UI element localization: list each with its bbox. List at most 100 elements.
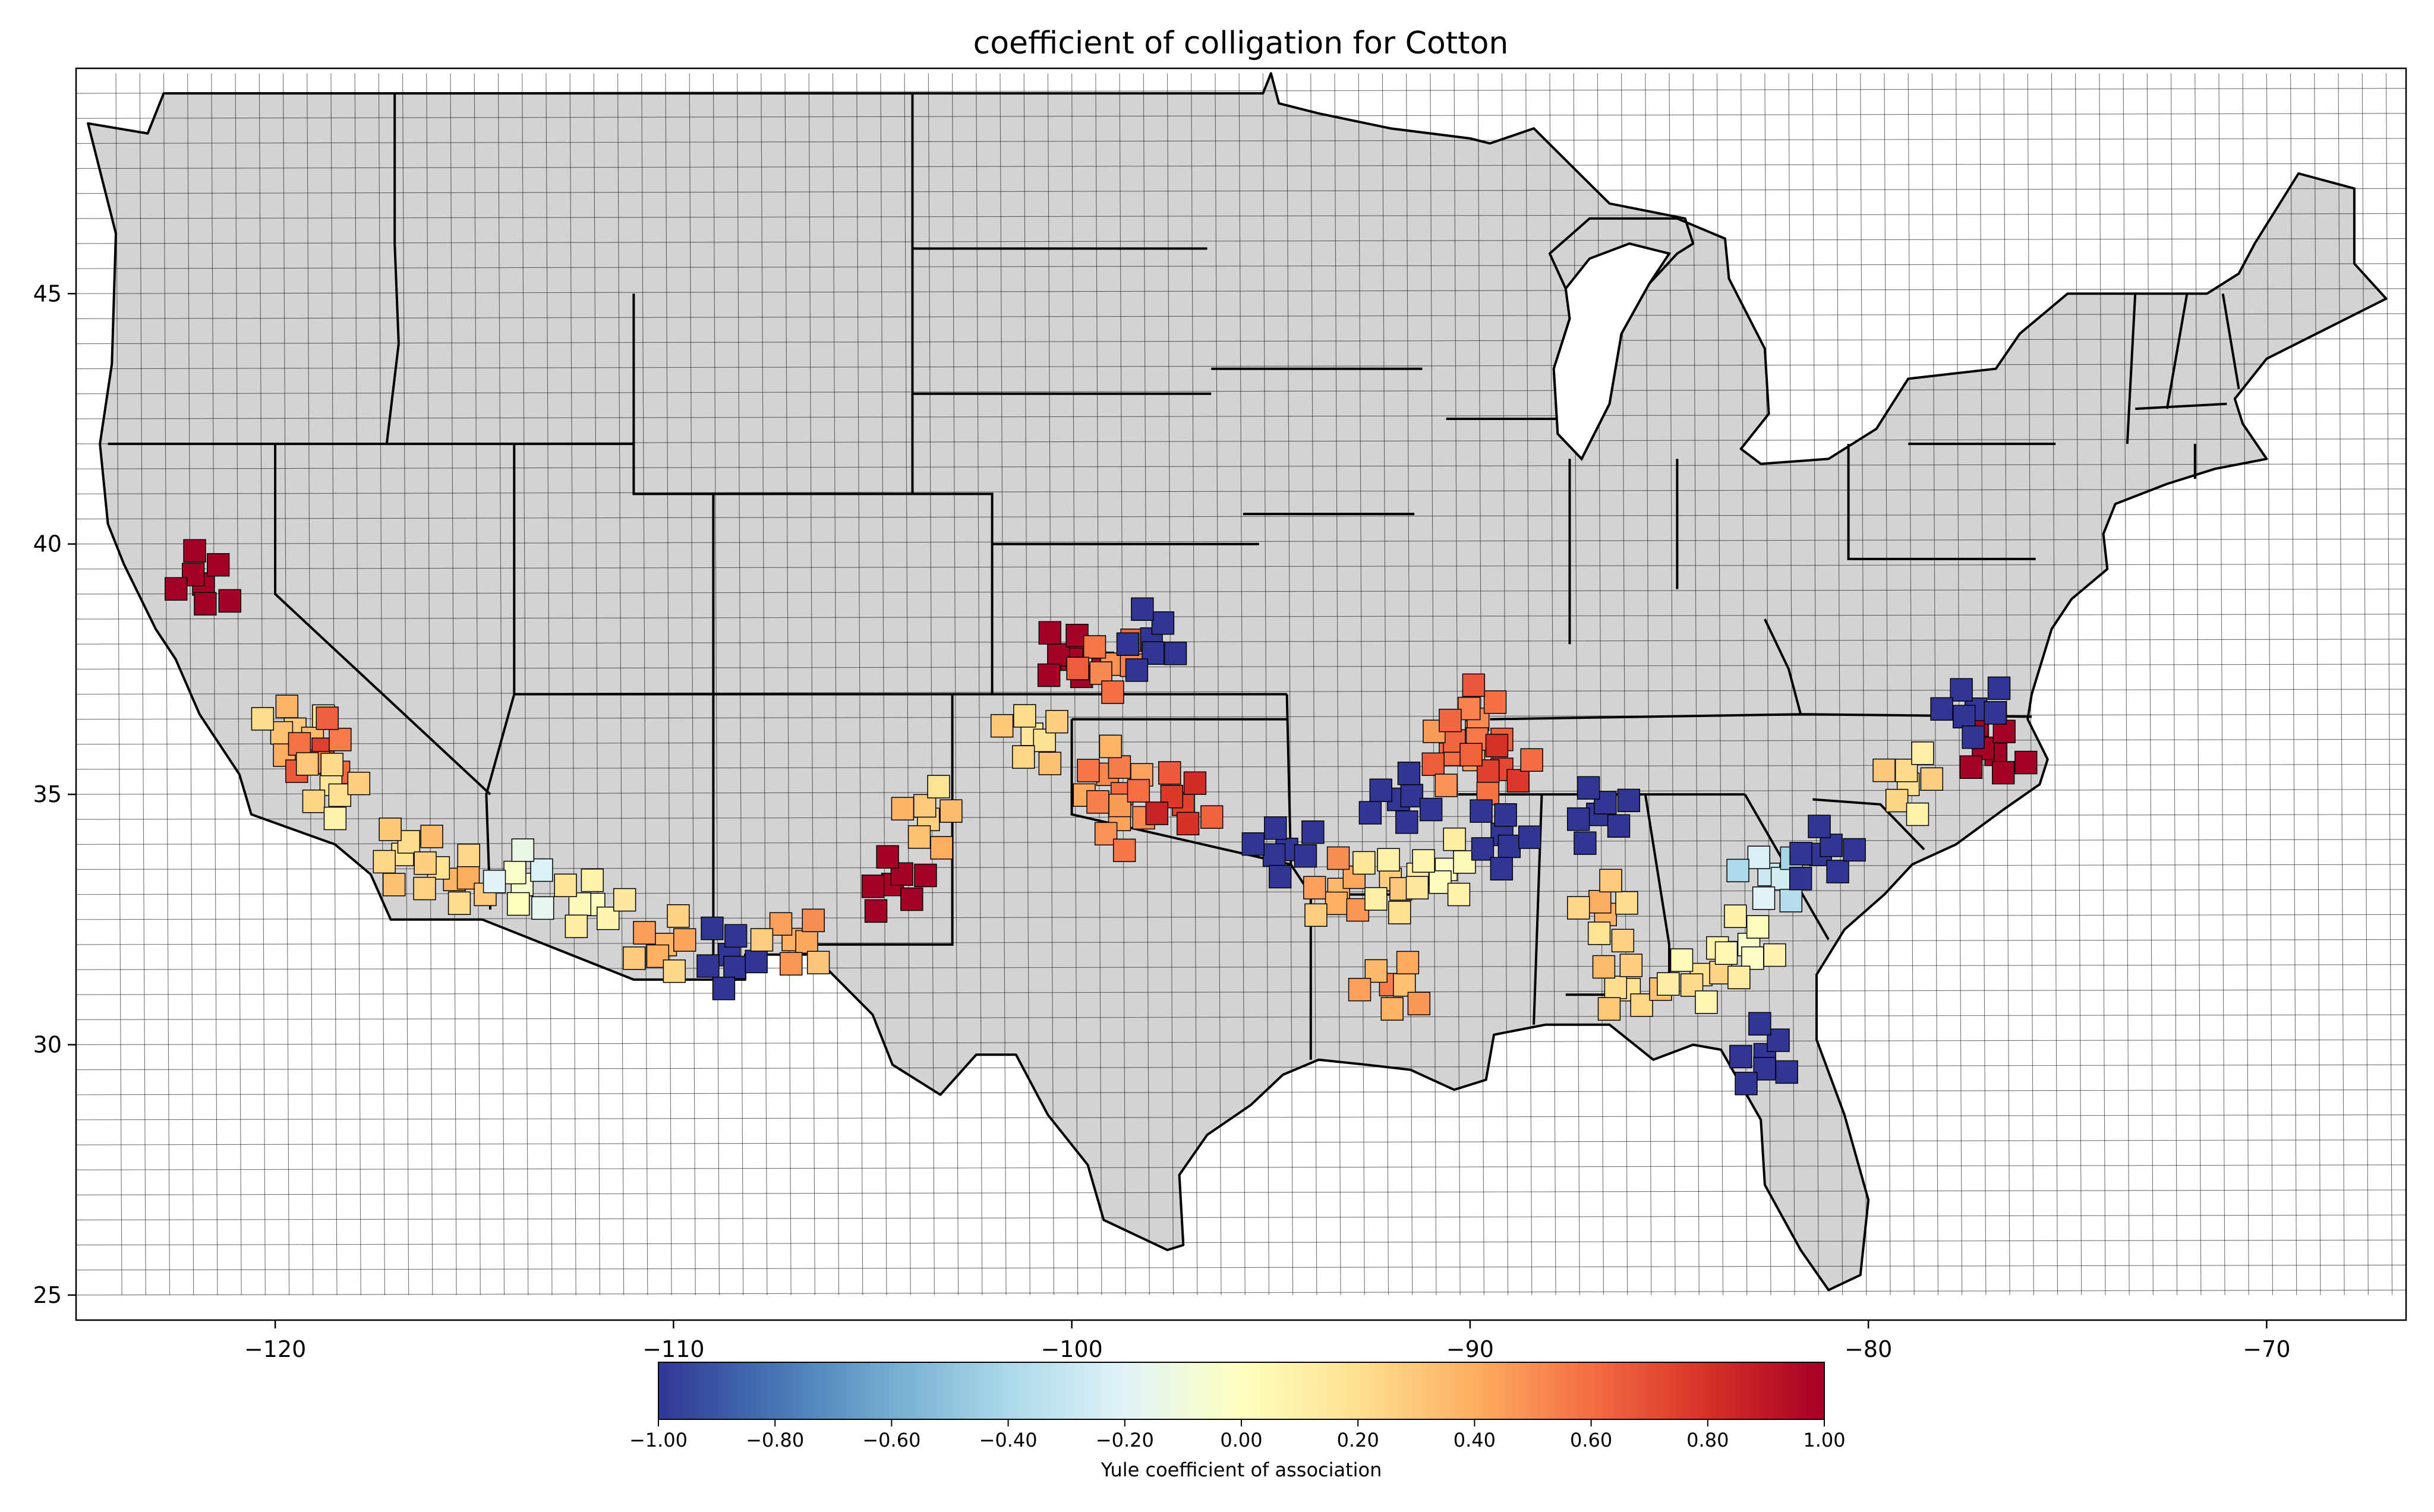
region-cell	[723, 955, 746, 980]
region-cell	[1619, 954, 1643, 977]
region-cell	[864, 899, 888, 923]
great-lakes	[1552, 242, 1672, 461]
region-cluster	[554, 868, 636, 938]
region-cell	[1657, 972, 1680, 996]
region-cell	[1987, 676, 2011, 700]
region-cluster	[483, 838, 554, 920]
region-cell	[1724, 904, 1747, 929]
region-cell	[1262, 843, 1286, 867]
region-cell	[1108, 755, 1131, 779]
region-cell	[1112, 838, 1136, 863]
colorbar-tick-label: −0.80	[746, 1429, 804, 1451]
region-cell	[1200, 805, 1224, 829]
region-cell	[1348, 977, 1372, 1002]
region-cell	[1599, 869, 1622, 892]
region-cell	[1607, 814, 1631, 838]
region-cell	[581, 868, 604, 892]
state-borders	[108, 93, 2240, 1060]
region-cluster	[295, 752, 371, 831]
colorbar-tick-label: −0.60	[862, 1429, 920, 1451]
colorbar-tick-label: −1.00	[629, 1429, 688, 1451]
region-cell	[1176, 812, 1200, 836]
x-tick-label: −100	[1041, 1336, 1102, 1362]
region-cell	[1950, 678, 1973, 702]
colorbar-gradient	[658, 1362, 1825, 1420]
region-cluster	[861, 845, 937, 923]
region-cell	[1726, 858, 1749, 883]
region-cell	[1714, 941, 1738, 965]
region-cell	[1775, 1060, 1798, 1084]
region-cell	[1752, 886, 1776, 910]
y-axis: 25 30 35 40 45	[33, 280, 76, 1308]
region-cell	[1588, 890, 1612, 914]
region-cell	[795, 930, 818, 954]
region-cell	[1099, 734, 1123, 759]
region-cell	[554, 873, 577, 897]
region-cell	[780, 952, 803, 976]
region-cell	[1352, 851, 1376, 875]
region-cell	[1388, 901, 1411, 924]
region-cluster	[891, 775, 963, 860]
region-cluster	[1872, 741, 1944, 826]
region-cell	[1670, 948, 1694, 972]
region-cell	[1611, 929, 1635, 952]
region-cluster	[750, 908, 830, 976]
region-cell	[531, 896, 554, 920]
region-cell	[2014, 750, 2038, 775]
region-cell	[1779, 889, 1803, 913]
region-cell	[1364, 887, 1388, 911]
region-cell	[1574, 831, 1597, 855]
region-cell	[1577, 776, 1600, 800]
region-cell	[1789, 867, 1812, 891]
region-cell	[302, 790, 326, 813]
region-cell	[182, 563, 205, 586]
region-cell	[1729, 1044, 1752, 1069]
region-cell	[1494, 803, 1517, 827]
region-cluster	[1241, 816, 1325, 889]
region-cell	[712, 977, 736, 1000]
region-cell	[382, 873, 406, 897]
county-grid	[76, 73, 2406, 1296]
region-cell	[457, 844, 480, 867]
region-cell	[667, 904, 690, 928]
region-cell	[1101, 680, 1124, 704]
region-cell	[1325, 891, 1348, 916]
region-cell	[673, 928, 696, 952]
region-cell	[927, 775, 950, 798]
region-cell	[275, 695, 299, 718]
region-cell	[1303, 876, 1326, 899]
region-cell	[1183, 771, 1207, 795]
region-cell	[295, 752, 319, 776]
region-cell	[1421, 752, 1445, 776]
region-cell	[1471, 837, 1495, 861]
region-cell	[701, 916, 724, 940]
region-cell	[1520, 748, 1543, 772]
region-cell	[1419, 797, 1443, 822]
region-cell	[1992, 760, 2015, 785]
region-cell	[1906, 802, 1929, 826]
region-cell	[1269, 864, 1292, 889]
region-cell	[1038, 752, 1062, 775]
region-cell	[1326, 846, 1350, 870]
region-cluster	[623, 904, 696, 983]
region-cell	[914, 863, 937, 888]
region-cell	[750, 928, 774, 952]
region-cluster	[1789, 815, 1866, 891]
region-cell	[1962, 725, 1985, 749]
region-cell	[1358, 801, 1382, 825]
region-cell	[1753, 1057, 1776, 1081]
region-cell	[194, 592, 217, 616]
y-tick-label: 30	[33, 1031, 62, 1058]
region-cell	[1615, 891, 1638, 915]
region-cell	[1953, 705, 1976, 729]
region-cell	[1747, 845, 1770, 869]
region-cell	[1447, 882, 1471, 907]
region-cluster	[1567, 869, 1638, 952]
region-cell	[1767, 1028, 1790, 1052]
region-cell	[1094, 822, 1118, 846]
region-cell	[1158, 761, 1181, 785]
colorbar-ticks: −1.00 −0.80 −0.60 −0.40 −0.20 0.00 0.20 0.40 0.6…	[629, 1419, 1846, 1451]
region-cell	[1151, 611, 1175, 635]
region-cell	[1012, 745, 1035, 769]
